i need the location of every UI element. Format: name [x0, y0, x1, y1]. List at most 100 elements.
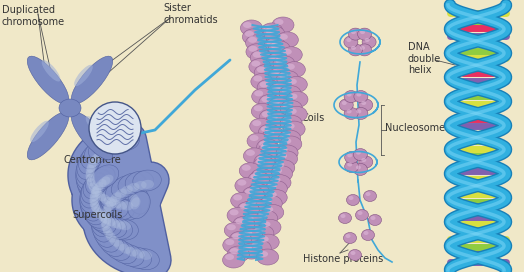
Ellipse shape — [83, 173, 107, 199]
Ellipse shape — [111, 130, 139, 151]
Ellipse shape — [258, 124, 280, 140]
Ellipse shape — [80, 188, 101, 217]
Ellipse shape — [92, 187, 103, 198]
Ellipse shape — [360, 46, 365, 50]
Ellipse shape — [339, 212, 352, 224]
Ellipse shape — [94, 214, 122, 236]
Ellipse shape — [339, 99, 353, 111]
Ellipse shape — [270, 166, 292, 182]
Ellipse shape — [280, 115, 302, 131]
Ellipse shape — [91, 202, 112, 231]
Ellipse shape — [271, 177, 280, 183]
Ellipse shape — [344, 233, 356, 243]
Ellipse shape — [108, 218, 121, 228]
Ellipse shape — [361, 101, 366, 105]
Ellipse shape — [245, 31, 254, 37]
Ellipse shape — [85, 169, 94, 182]
Ellipse shape — [96, 187, 121, 212]
Ellipse shape — [118, 173, 146, 195]
Ellipse shape — [346, 194, 359, 206]
Ellipse shape — [264, 206, 273, 212]
Ellipse shape — [118, 221, 131, 230]
Ellipse shape — [368, 215, 381, 225]
Ellipse shape — [246, 35, 268, 51]
Ellipse shape — [243, 230, 252, 236]
Ellipse shape — [76, 161, 96, 190]
Ellipse shape — [286, 123, 294, 129]
Ellipse shape — [351, 30, 356, 34]
Ellipse shape — [347, 163, 352, 166]
Ellipse shape — [103, 144, 115, 154]
Ellipse shape — [263, 26, 285, 42]
Ellipse shape — [259, 219, 281, 235]
Ellipse shape — [86, 160, 96, 173]
Ellipse shape — [235, 218, 244, 224]
Ellipse shape — [110, 241, 137, 264]
Ellipse shape — [243, 29, 265, 45]
Ellipse shape — [288, 108, 297, 114]
Ellipse shape — [275, 19, 283, 25]
Ellipse shape — [250, 174, 259, 180]
Ellipse shape — [113, 199, 141, 220]
Ellipse shape — [273, 56, 295, 72]
Ellipse shape — [355, 209, 368, 221]
Ellipse shape — [269, 82, 291, 98]
Ellipse shape — [357, 28, 372, 40]
Ellipse shape — [119, 140, 132, 149]
Ellipse shape — [112, 176, 138, 198]
Ellipse shape — [237, 180, 246, 186]
Ellipse shape — [346, 92, 352, 97]
Ellipse shape — [30, 121, 49, 142]
Ellipse shape — [265, 129, 275, 135]
Ellipse shape — [257, 234, 279, 250]
Text: Histone proteins: Histone proteins — [303, 254, 383, 264]
Ellipse shape — [247, 184, 269, 200]
Ellipse shape — [276, 58, 285, 64]
Ellipse shape — [132, 249, 145, 259]
Ellipse shape — [74, 65, 93, 86]
Ellipse shape — [286, 64, 295, 70]
Ellipse shape — [89, 167, 115, 191]
Ellipse shape — [264, 38, 286, 54]
Ellipse shape — [235, 178, 257, 194]
Ellipse shape — [356, 151, 361, 154]
Ellipse shape — [241, 243, 263, 259]
Ellipse shape — [130, 197, 140, 209]
Ellipse shape — [241, 228, 263, 244]
Ellipse shape — [107, 142, 120, 152]
Ellipse shape — [241, 20, 263, 36]
Ellipse shape — [279, 130, 301, 146]
Ellipse shape — [224, 222, 246, 238]
Ellipse shape — [113, 220, 126, 230]
Ellipse shape — [127, 183, 139, 193]
Ellipse shape — [84, 140, 110, 164]
Ellipse shape — [76, 156, 97, 185]
Ellipse shape — [258, 142, 280, 158]
Ellipse shape — [256, 210, 278, 226]
Ellipse shape — [113, 140, 126, 150]
Ellipse shape — [272, 17, 294, 33]
Ellipse shape — [260, 196, 282, 212]
Ellipse shape — [94, 194, 122, 217]
Ellipse shape — [90, 196, 99, 209]
Ellipse shape — [279, 147, 288, 153]
Ellipse shape — [99, 216, 127, 238]
Ellipse shape — [99, 177, 110, 187]
Ellipse shape — [115, 188, 127, 199]
Ellipse shape — [252, 88, 274, 104]
Text: Centromere: Centromere — [63, 155, 121, 165]
Ellipse shape — [254, 90, 263, 96]
Ellipse shape — [249, 135, 258, 141]
Ellipse shape — [279, 73, 288, 79]
Ellipse shape — [101, 175, 113, 185]
Ellipse shape — [345, 234, 351, 238]
Ellipse shape — [254, 157, 276, 173]
Ellipse shape — [86, 165, 95, 178]
Ellipse shape — [254, 154, 276, 170]
Ellipse shape — [257, 249, 279, 265]
Ellipse shape — [273, 160, 295, 176]
Ellipse shape — [27, 112, 69, 160]
Ellipse shape — [289, 93, 298, 99]
Ellipse shape — [94, 191, 116, 218]
Ellipse shape — [119, 244, 132, 254]
